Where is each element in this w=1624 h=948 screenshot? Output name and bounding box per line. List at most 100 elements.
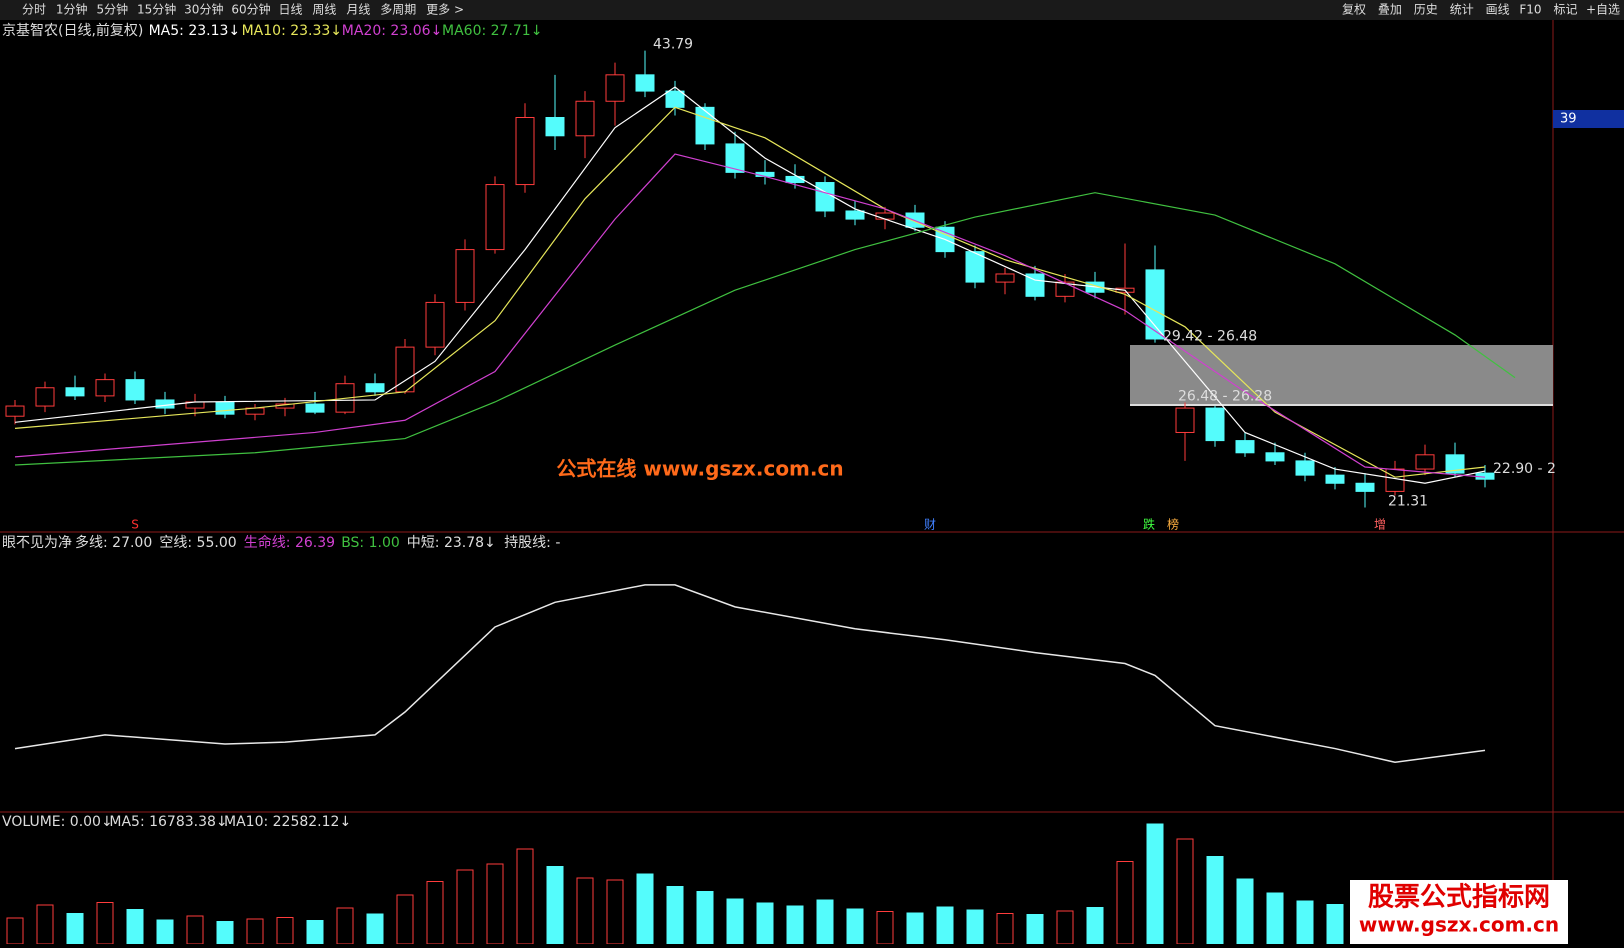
volume-bar — [66, 913, 84, 945]
candle-body — [365, 383, 385, 393]
volume-bar — [186, 915, 204, 945]
candle-body — [425, 301, 445, 348]
volume-bar — [6, 917, 24, 945]
ma-line — [14, 192, 1516, 466]
candle-body — [125, 379, 145, 401]
event-marker: 财 — [924, 518, 936, 532]
toolbar-button[interactable]: 画线 — [1486, 3, 1510, 17]
volume-bar — [756, 902, 774, 945]
candle-body — [785, 175, 805, 184]
toolbar-tab[interactable]: 1分钟 — [56, 2, 88, 17]
candle-body — [875, 212, 895, 220]
toolbar-tab[interactable]: 周线 — [312, 3, 336, 17]
candle-body — [515, 117, 535, 186]
toolbar-button[interactable]: F10 — [1519, 3, 1541, 17]
volume-bar — [516, 848, 534, 945]
ma-line — [14, 106, 1486, 478]
candle-body — [215, 401, 235, 415]
header-label: 中短: 23.78↓ — [407, 535, 496, 551]
header-label: 持股线: - — [504, 535, 560, 551]
header-label: 京基智农(日线,前复权) — [2, 22, 143, 39]
candle-body — [1145, 269, 1165, 340]
toolbar — [0, 0, 1624, 20]
indicator-line — [14, 584, 1486, 764]
candle-body — [995, 273, 1015, 283]
price-annotation: 43.79 — [653, 37, 693, 53]
candle-body — [35, 387, 55, 407]
volume-bar — [1026, 914, 1044, 945]
volume-bar — [336, 907, 354, 945]
volume-bar — [366, 913, 384, 945]
volume-bar — [846, 908, 864, 945]
toolbar-tab[interactable]: 多周期 — [380, 3, 416, 17]
toolbar-tab[interactable]: 日线 — [279, 3, 303, 17]
header-label: MA20: 23.06↓ — [342, 23, 442, 39]
candle-body — [725, 143, 745, 173]
price-annotation: 29.42 - 26.48 — [1163, 329, 1257, 345]
toolbar-tab[interactable]: 60分钟 — [231, 2, 270, 17]
candle-body — [545, 117, 565, 137]
price-annotation: 22.90 - 2 — [1493, 461, 1556, 477]
volume-bar — [1266, 892, 1284, 945]
candle-body — [845, 210, 865, 220]
candle-body — [1445, 454, 1465, 474]
volume-bar — [306, 920, 324, 945]
header-label: 空线: 55.00 — [159, 535, 236, 551]
axis-badge-bg — [1553, 110, 1624, 128]
toolbar-tab[interactable]: 分时 — [22, 3, 46, 17]
volume-bar — [396, 894, 414, 945]
candle-body — [155, 399, 175, 409]
toolbar-button[interactable]: 叠加 — [1378, 3, 1402, 17]
toolbar-tab[interactable]: 月线 — [346, 3, 370, 17]
candle-body — [635, 74, 655, 92]
candle-body — [575, 100, 595, 137]
toolbar-button[interactable]: 标记 — [1553, 3, 1577, 17]
volume-bar — [1116, 861, 1134, 945]
volume-bar — [576, 877, 594, 945]
volume-bar — [816, 899, 834, 945]
volume-bar — [96, 902, 114, 945]
volume-bar — [876, 911, 894, 945]
header-label: MA10: 22582.12↓ — [224, 814, 351, 830]
axis-badge: 39 — [1560, 112, 1577, 127]
volume-bar — [966, 909, 984, 945]
event-marker: S — [131, 518, 139, 532]
volume-bar — [1206, 856, 1224, 945]
logo-box — [1350, 880, 1568, 944]
volume-bar — [1176, 838, 1194, 945]
toolbar-button[interactable]: 历史 — [1414, 3, 1438, 17]
toolbar-tab[interactable]: 5分钟 — [96, 2, 128, 17]
candle-body — [65, 387, 85, 397]
volume-bar — [786, 905, 804, 945]
toolbar-tab[interactable]: 更多 > — [426, 3, 464, 17]
toolbar-button[interactable]: 统计 — [1450, 3, 1474, 17]
volume-bar — [1326, 904, 1344, 945]
ma-line — [14, 86, 1486, 484]
candle-body — [1265, 452, 1285, 462]
candle-body — [95, 379, 115, 397]
volume-bar — [666, 886, 684, 945]
event-marker: 增 — [1374, 518, 1386, 532]
header-label: MA10: 23.33↓ — [242, 23, 342, 39]
header-label: BS: 1.00 — [341, 535, 400, 551]
volume-bar — [696, 891, 714, 945]
candle-body — [1205, 407, 1225, 442]
toolbar-tab[interactable]: 30分钟 — [184, 2, 223, 17]
toolbar-button[interactable]: +自选 — [1586, 3, 1620, 17]
toolbar-tab[interactable]: 15分钟 — [137, 2, 176, 17]
candle-body — [5, 405, 25, 417]
volume-bar — [606, 879, 624, 945]
volume-bar — [1086, 907, 1104, 945]
volume-bar — [216, 921, 234, 945]
volume-bar — [126, 909, 144, 945]
candle-body — [1295, 460, 1315, 476]
volume-bar — [486, 863, 504, 945]
candle-body — [605, 74, 625, 102]
header-label: MA5: 23.13↓ — [149, 23, 241, 39]
candle-body — [665, 90, 685, 108]
volume-bar — [1146, 823, 1164, 945]
header-label: 眼不见为净 — [2, 535, 72, 551]
toolbar-button[interactable]: 复权 — [1342, 3, 1366, 17]
volume-bar — [936, 906, 954, 945]
